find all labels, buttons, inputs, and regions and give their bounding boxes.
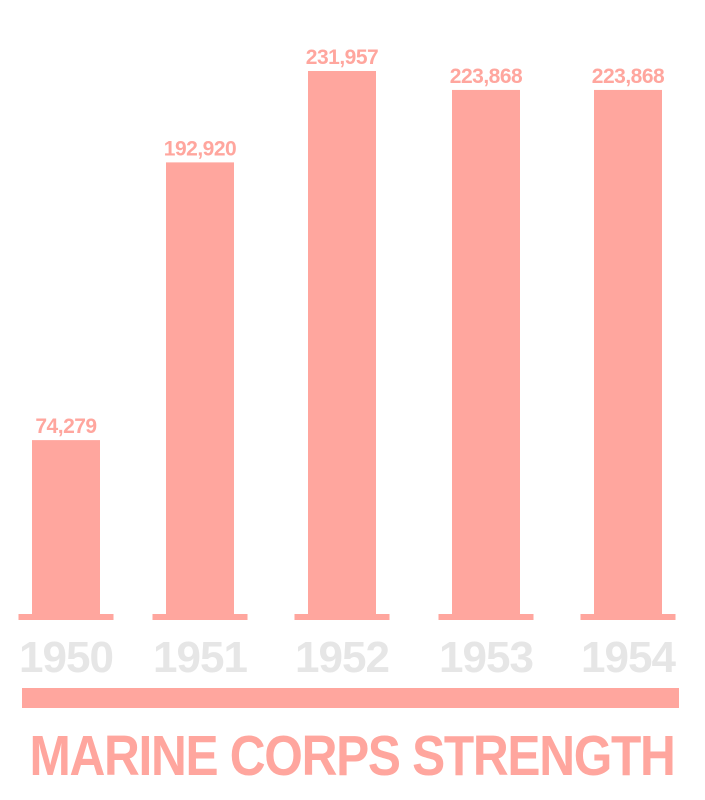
bar-base-1950 <box>18 614 114 620</box>
value-label-1951: 192,920 <box>164 137 236 160</box>
bar-1953 <box>452 89 520 614</box>
value-label-1950: 74,279 <box>35 415 96 438</box>
bar-1950 <box>32 440 100 614</box>
bar-base-1951 <box>152 614 248 620</box>
value-labels-group: 74,279 192,920 231,957 223,868 223,868 <box>35 46 665 438</box>
value-label-1953: 223,868 <box>450 65 523 88</box>
x-tick-label-1954: 1954 <box>581 633 676 682</box>
x-tick-label-1950: 1950 <box>19 633 113 682</box>
bar-1952 <box>308 71 376 614</box>
bar-base-1953 <box>438 614 534 620</box>
x-tick-label-1953: 1953 <box>439 633 533 682</box>
bar-base-1952 <box>294 614 390 620</box>
bar-base-1954 <box>580 614 676 620</box>
bar-1954 <box>594 89 662 614</box>
value-label-1954: 223,868 <box>592 65 665 88</box>
bar-1951 <box>166 162 234 614</box>
value-label-1952: 231,957 <box>306 46 378 69</box>
title-rule <box>22 688 679 708</box>
x-tick-label-1951: 1951 <box>153 633 247 682</box>
chart-title: MARINE CORPS STRENGTH <box>30 724 675 788</box>
x-axis-tick-labels: 1950 1951 1952 1953 1954 <box>19 633 677 682</box>
bars-group <box>18 71 676 620</box>
x-tick-label-1952: 1952 <box>295 633 389 682</box>
